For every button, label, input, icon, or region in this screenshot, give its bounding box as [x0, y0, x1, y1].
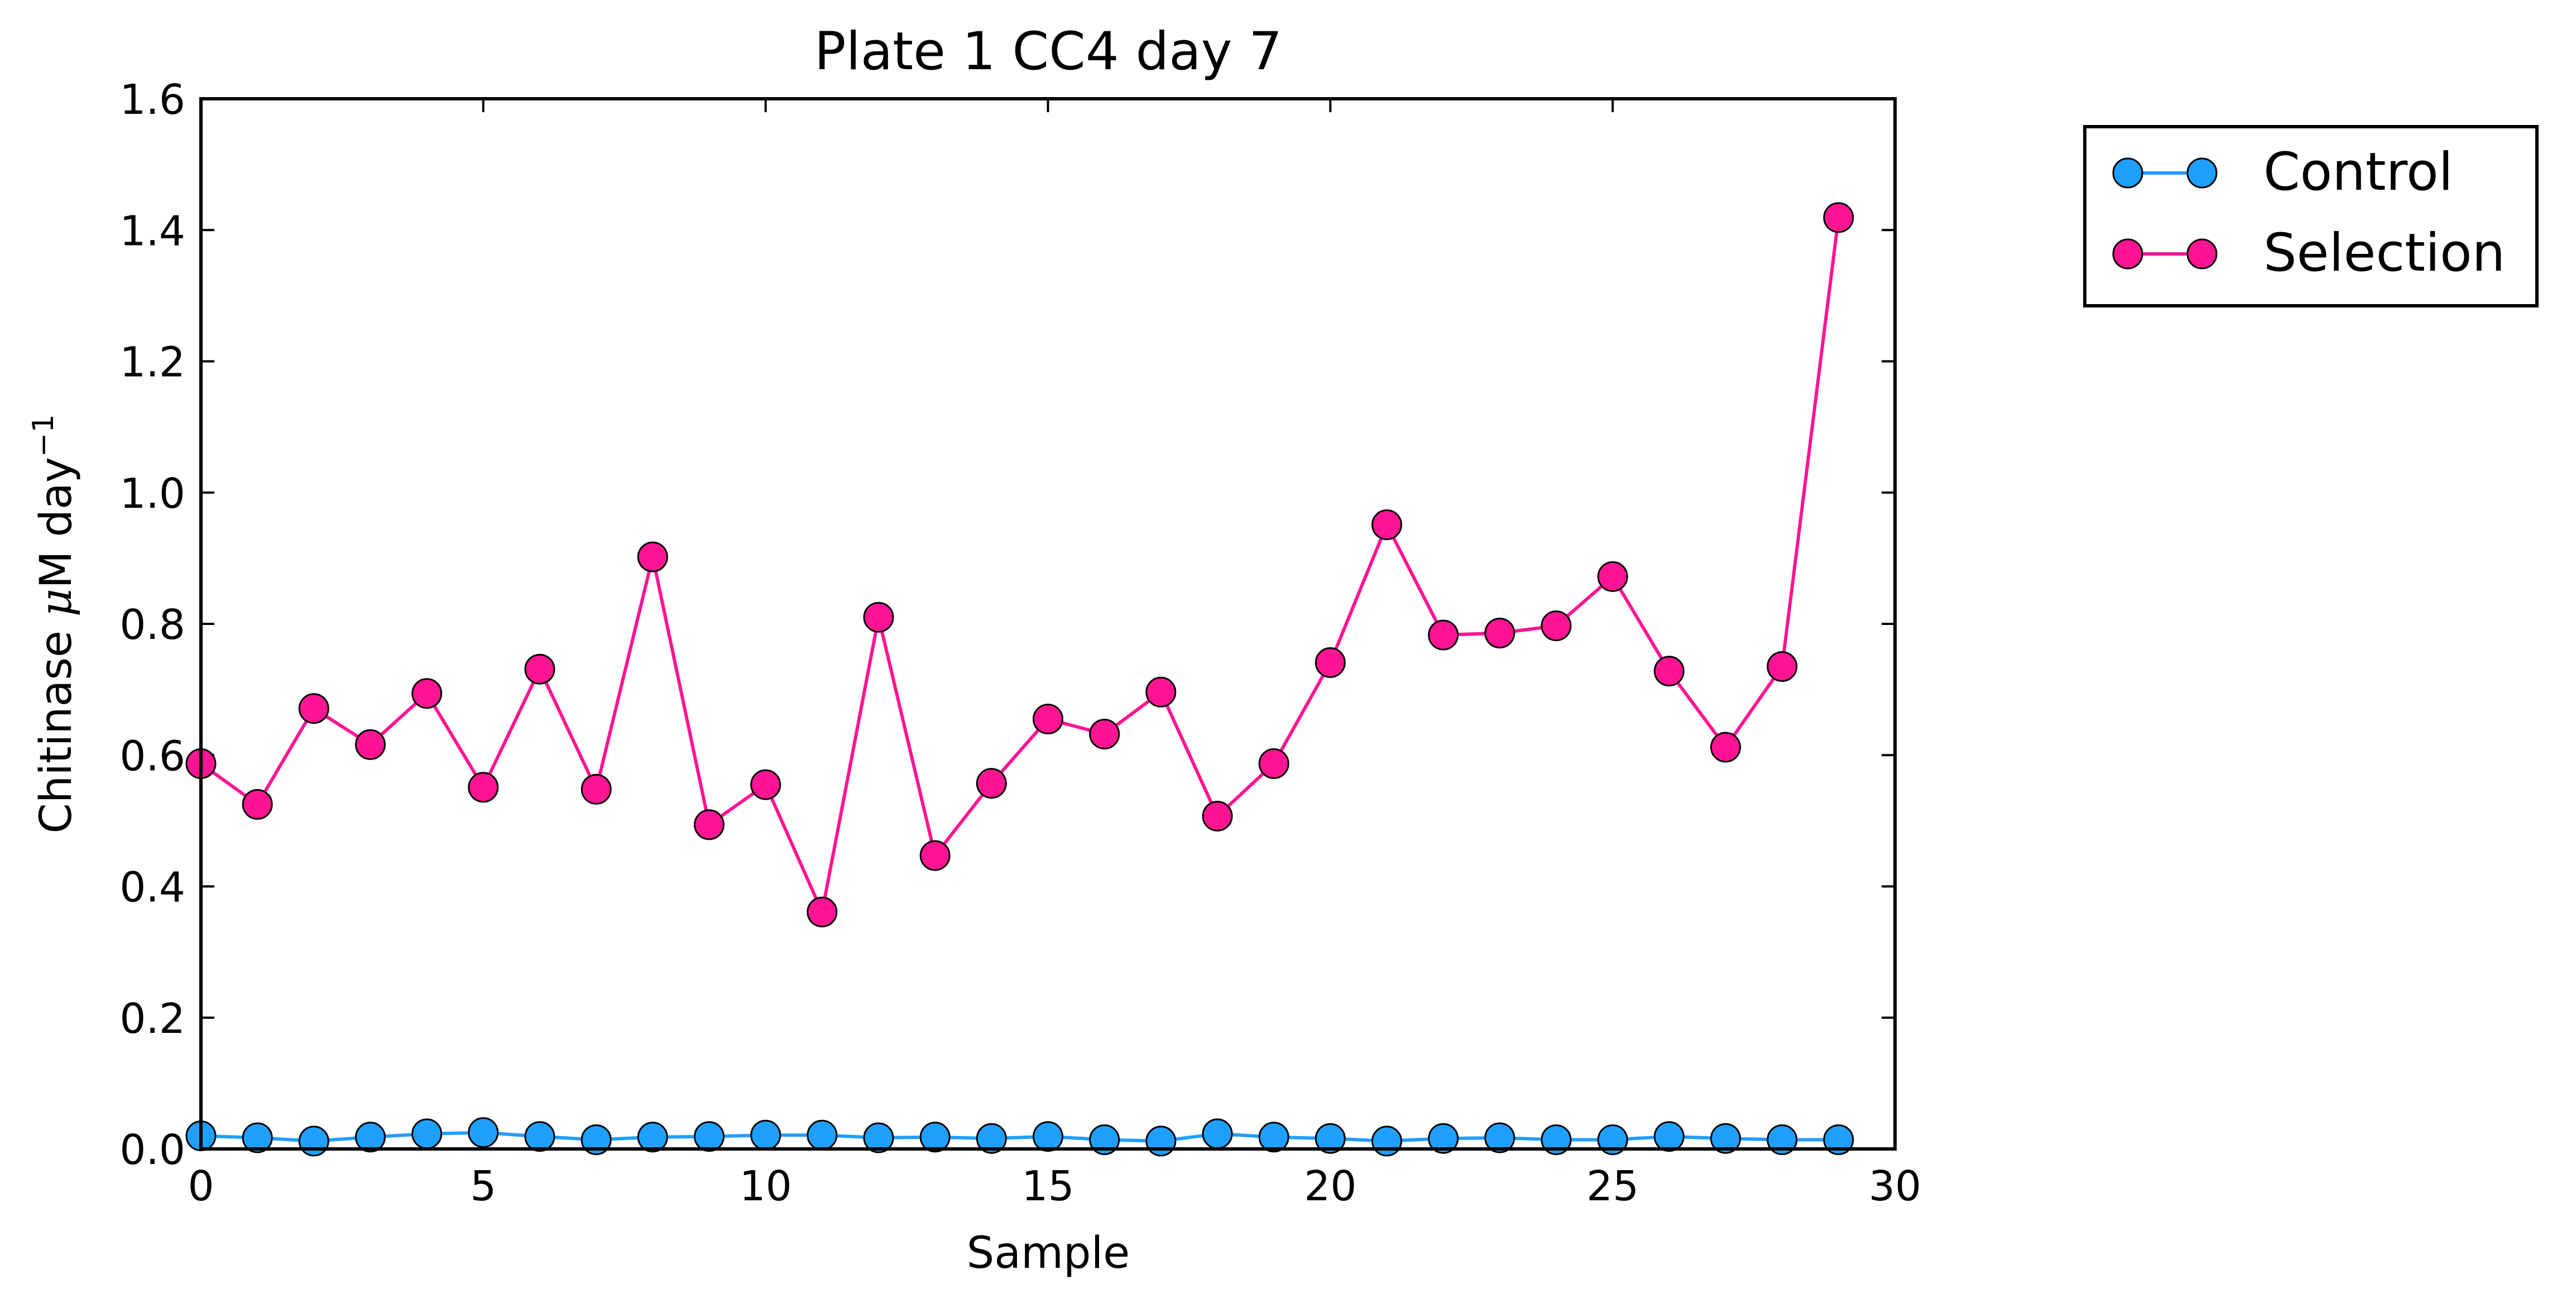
data-point-selection	[694, 809, 725, 840]
data-point-control	[298, 1126, 329, 1157]
plot-frame	[199, 97, 1897, 1151]
data-point-control	[1089, 1124, 1120, 1155]
y-axis-label-text: Chitinase	[31, 617, 81, 833]
data-point-selection	[976, 768, 1007, 799]
data-point-control	[242, 1122, 273, 1153]
data-point-selection	[1033, 704, 1063, 735]
data-point-control	[468, 1117, 499, 1148]
legend-marker-control	[2186, 157, 2218, 189]
data-point-selection	[863, 602, 894, 633]
data-point-selection	[298, 693, 329, 724]
x-tick-label: 25	[1586, 1162, 1639, 1210]
data-point-selection	[637, 541, 668, 573]
chart-title: Plate 1 CC4 day 7	[814, 21, 1282, 82]
y-tick-label: 0.0	[119, 1126, 185, 1174]
data-point-selection	[1145, 676, 1177, 708]
legend-label-selection: Selection	[2263, 223, 2505, 283]
data-point-control	[1315, 1123, 1346, 1154]
data-point-selection	[242, 789, 273, 820]
y-tick-label: 0.6	[119, 732, 185, 780]
data-point-selection	[1484, 618, 1515, 648]
data-point-selection	[1597, 561, 1628, 592]
data-point-control	[1823, 1124, 1854, 1155]
data-point-control	[976, 1123, 1007, 1154]
data-point-control	[1597, 1124, 1628, 1155]
data-point-selection	[468, 772, 499, 803]
data-point-selection	[355, 729, 386, 760]
x-tick-label: 20	[1304, 1162, 1356, 1210]
y-axis-label-mu: μ	[31, 589, 81, 617]
data-point-control	[919, 1122, 951, 1153]
data-point-selection	[919, 840, 951, 871]
data-point-control	[1710, 1123, 1741, 1154]
y-tick-label: 0.2	[119, 995, 185, 1043]
legend-marker-control	[2112, 157, 2143, 189]
data-point-selection	[581, 773, 612, 805]
y-axis-label: Chitinase μM day−1	[27, 414, 81, 833]
x-tick-label: 30	[1869, 1162, 1921, 1210]
data-point-control	[694, 1121, 725, 1152]
data-point-selection	[411, 678, 443, 709]
y-tick-label: 0.8	[119, 601, 185, 649]
data-point-selection	[1653, 656, 1685, 687]
data-point-control	[1767, 1124, 1798, 1155]
y-tick-label: 1.6	[119, 76, 185, 124]
data-point-control	[1653, 1121, 1685, 1152]
data-point-selection	[1767, 651, 1798, 682]
data-point-control	[1202, 1118, 1233, 1150]
data-point-control	[863, 1122, 894, 1153]
legend: Control Selection	[2083, 125, 2539, 307]
data-point-selection	[1258, 748, 1289, 779]
data-point-control	[807, 1119, 838, 1151]
data-point-control	[524, 1121, 555, 1152]
data-point-selection	[1541, 610, 1572, 641]
data-point-selection	[1089, 719, 1120, 750]
data-point-selection	[524, 653, 555, 685]
data-point-selection	[1823, 202, 1854, 233]
data-point-selection	[1315, 647, 1346, 678]
data-point-control	[1033, 1121, 1063, 1152]
y-tick-label: 1.4	[119, 207, 185, 255]
y-tick-label: 0.4	[119, 864, 185, 912]
data-point-selection	[1710, 732, 1741, 763]
data-point-selection	[1428, 619, 1459, 651]
x-tick-label: 10	[740, 1162, 792, 1210]
data-point-selection	[1202, 801, 1233, 832]
data-point-control	[750, 1119, 781, 1151]
data-point-control	[1371, 1126, 1402, 1157]
legend-label-control: Control	[2263, 142, 2453, 203]
y-tick-label: 1.2	[119, 339, 185, 387]
x-axis-label: Sample	[967, 1228, 1130, 1278]
data-point-control	[637, 1122, 668, 1153]
x-tick-label: 15	[1021, 1162, 1074, 1210]
data-point-control	[581, 1124, 612, 1155]
y-axis-label-unit: M day	[31, 457, 81, 589]
data-point-control	[1484, 1122, 1515, 1153]
data-point-control	[1541, 1124, 1572, 1155]
y-tick-label: 1.0	[119, 470, 185, 518]
data-point-control	[411, 1118, 443, 1150]
legend-marker-selection	[2112, 238, 2143, 270]
data-point-control	[355, 1122, 386, 1153]
x-tick-label: 0	[188, 1162, 214, 1210]
data-point-selection	[1371, 509, 1402, 540]
axis-ticks: 0 5 10 15 20 25 30 0.0 0.2 0.4 0.6 0.8 1.0 1.2 1.4 1.6	[119, 76, 1921, 1210]
data-point-control	[1258, 1122, 1289, 1153]
legend-marker-selection	[2186, 238, 2218, 270]
legend-box	[2083, 125, 2539, 307]
data-point-selection	[807, 896, 838, 927]
data-point-selection	[750, 769, 781, 800]
data-point-control	[1428, 1123, 1459, 1154]
y-axis-label-exponent: −1	[27, 414, 60, 457]
data-point-control	[1145, 1126, 1177, 1157]
x-tick-label: 5	[470, 1162, 496, 1210]
